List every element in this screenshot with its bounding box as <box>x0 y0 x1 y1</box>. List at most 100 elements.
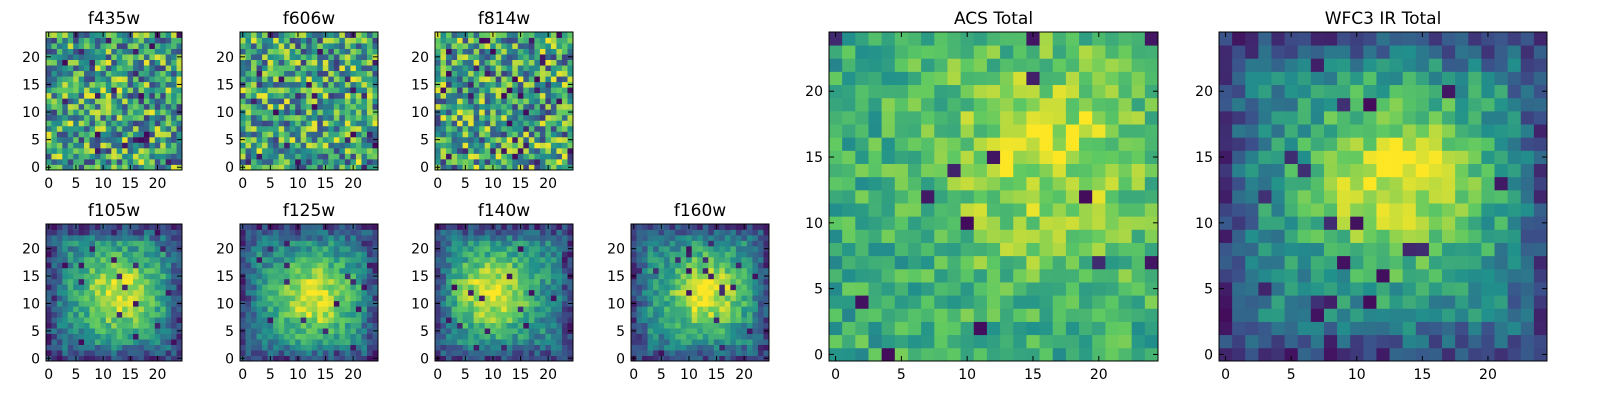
heatmap-cell <box>894 176 909 191</box>
heatmap-cell <box>339 355 346 362</box>
heatmap-cell <box>440 81 447 88</box>
heatmap-cell <box>245 164 252 171</box>
heatmap-cell <box>56 65 63 72</box>
heatmap-cell <box>73 114 80 121</box>
heatmap-cell <box>697 245 704 252</box>
heatmap-cell <box>435 251 441 258</box>
heatmap-cell <box>842 242 856 257</box>
heatmap-cell <box>116 317 123 324</box>
heatmap-cell <box>133 92 139 99</box>
heatmap-cell <box>344 48 351 55</box>
heatmap-cell <box>67 240 74 247</box>
heatmap-cell <box>149 355 156 362</box>
heatmap-cell <box>62 125 69 132</box>
heatmap-cell <box>440 76 447 83</box>
heatmap-cell <box>642 229 648 236</box>
heatmap-cell <box>457 306 463 313</box>
heatmap-cell <box>350 98 357 105</box>
heatmap-cell <box>517 131 524 138</box>
heatmap-cell <box>1026 150 1040 164</box>
heatmap-cell <box>46 234 52 241</box>
heatmap-cell <box>539 92 546 99</box>
heatmap-cell <box>317 229 324 236</box>
heatmap-cell <box>642 240 648 247</box>
heatmap-cell <box>495 48 502 55</box>
heatmap-cell <box>361 333 368 340</box>
heatmap-cell <box>451 114 458 121</box>
heatmap-cell <box>160 32 167 38</box>
heatmap-cell <box>545 251 552 258</box>
heatmap-cell <box>245 125 252 132</box>
heatmap-cell <box>539 103 546 110</box>
heatmap-cell <box>1092 334 1106 349</box>
x-tick-label: 5 <box>657 367 666 383</box>
heatmap-cell <box>100 339 107 345</box>
heatmap-cell <box>479 256 486 263</box>
heatmap-cell <box>78 92 85 99</box>
heatmap-cell <box>278 92 285 99</box>
heatmap-cell <box>517 142 524 149</box>
axes-frame <box>45 31 183 171</box>
heatmap-cell <box>138 103 145 110</box>
heatmap-cell <box>1026 242 1040 257</box>
heatmap-cell <box>468 114 475 121</box>
heatmap-cell <box>116 131 123 138</box>
heatmap-cell <box>947 242 961 257</box>
heatmap-cell <box>669 289 676 296</box>
heatmap-cell <box>262 142 268 149</box>
heatmap-cell <box>691 289 698 296</box>
heatmap-cell <box>372 59 379 66</box>
heatmap-cell <box>495 262 502 269</box>
heatmap-cell <box>636 229 643 236</box>
heatmap-cell <box>149 120 156 127</box>
heatmap-cell <box>528 37 535 44</box>
heatmap-cell <box>451 245 458 252</box>
heatmap-cell <box>484 355 491 362</box>
heatmap-cell <box>267 267 274 274</box>
heatmap-cell <box>501 317 508 324</box>
heatmap-cell <box>664 273 671 280</box>
heatmap-cell <box>284 37 291 44</box>
heatmap-cell <box>328 251 335 258</box>
heatmap-cell <box>322 333 329 340</box>
heatmap-cell <box>446 333 452 340</box>
heatmap-cell <box>506 153 513 160</box>
heatmap-cell <box>708 333 715 340</box>
heatmap-cell <box>534 251 541 258</box>
heatmap-cell <box>240 234 246 241</box>
heatmap-cell <box>545 317 552 324</box>
heatmap-cell <box>317 256 324 263</box>
heatmap-cell <box>89 262 96 269</box>
heatmap-cell <box>664 224 671 230</box>
heatmap-cell <box>550 300 557 307</box>
heatmap-cell <box>691 229 698 236</box>
heatmap-cell <box>273 48 280 55</box>
heatmap-cell <box>84 251 90 258</box>
heatmap-cell <box>523 224 530 230</box>
heatmap-cell <box>567 87 574 94</box>
heatmap-cell <box>165 37 172 44</box>
heatmap-cell <box>462 147 469 154</box>
heatmap-cell <box>556 267 563 274</box>
heatmap-cell <box>284 109 291 116</box>
heatmap-cell <box>67 256 74 263</box>
heatmap-cell <box>295 262 302 269</box>
heatmap-cell <box>262 120 268 127</box>
heatmap-cell <box>697 284 704 291</box>
heatmap-cell <box>468 317 475 324</box>
heatmap-cell <box>680 256 687 263</box>
heatmap-cell <box>457 120 463 127</box>
heatmap-cell <box>361 153 368 160</box>
heatmap-cell <box>934 255 948 270</box>
heatmap-cell <box>51 37 58 44</box>
heatmap-cell <box>311 322 318 329</box>
heatmap-cell <box>333 311 340 318</box>
heatmap-cell <box>245 131 252 138</box>
heatmap-cell <box>986 295 1001 309</box>
heatmap-cell <box>366 65 373 72</box>
heatmap-cell <box>523 87 530 94</box>
heatmap-cell <box>111 43 118 49</box>
heatmap-cell <box>339 234 346 241</box>
heatmap-cell <box>143 344 150 351</box>
heatmap-cell <box>127 333 134 340</box>
